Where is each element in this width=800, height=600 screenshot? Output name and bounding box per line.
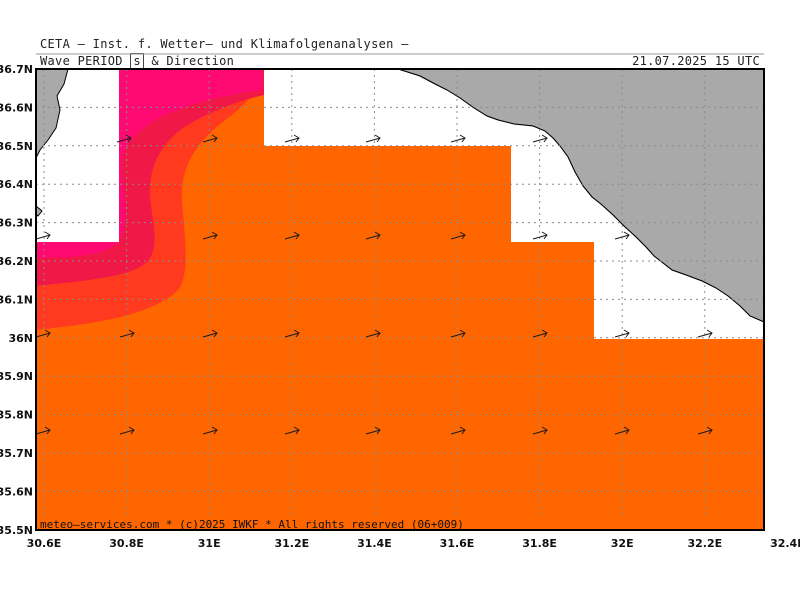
parameter-suffix: & Direction (151, 54, 235, 68)
land-west-islet (36, 205, 43, 217)
unit-box: s (130, 53, 144, 69)
wave-direction-arrow (202, 231, 218, 240)
plot-area (36, 69, 764, 530)
period-crimson-band (36, 69, 264, 286)
wave-direction-arrow (202, 134, 218, 143)
lon-label: 32.4E (770, 537, 800, 550)
wave-direction-arrow (614, 231, 630, 240)
lon-label: 31.6E (440, 537, 475, 550)
wave-direction-arrow (365, 329, 381, 338)
wave-direction-arrow (532, 329, 548, 338)
valid-time: 21.07.2025 15 UTC (632, 54, 760, 68)
wave-direction-arrow (614, 426, 630, 435)
wave-direction-arrow (365, 134, 381, 143)
parameter-title: Wave PERIOD s & Direction (40, 53, 235, 69)
wave-direction-arrow (36, 426, 51, 435)
parameter-prefix: Wave PERIOD (40, 54, 123, 68)
lat-label: 36.4N (0, 178, 33, 191)
wave-direction-arrow (284, 426, 300, 435)
wave-direction-arrow (614, 329, 630, 338)
wave-direction-arrow (116, 134, 132, 143)
wave-direction-arrow (532, 134, 548, 143)
plot-frame (35, 68, 765, 531)
grid-lines (36, 69, 764, 530)
longitude-labels: 30.6E 30.8E 31E 31.2E 31.4E 31.6E 31.8E 32E 32.2… (27, 537, 800, 550)
wave-direction-arrow (450, 329, 466, 338)
wave-direction-arrow (365, 426, 381, 435)
wave-direction-arrow (119, 426, 135, 435)
coastline (397, 69, 764, 323)
wave-direction-arrow (365, 231, 381, 240)
lat-label: 36.3N (0, 217, 33, 230)
wave-direction-arrow (697, 329, 713, 338)
wave-direction-arrow (202, 329, 218, 338)
wave-direction-arrow (202, 426, 218, 435)
lon-label: 32E (611, 537, 634, 550)
lat-label: 35.5N (0, 524, 33, 537)
wave-direction-arrow (119, 329, 135, 338)
lat-label: 35.7N (0, 447, 33, 460)
lon-label: 32.2E (687, 537, 722, 550)
wave-direction-arrow (450, 231, 466, 240)
lat-label: 36.1N (0, 293, 33, 306)
wave-direction-arrow (450, 134, 466, 143)
wave-direction-arrow (532, 231, 548, 240)
institution-title: CETA – Inst. f. Wetter– und Klimafolgena… (40, 37, 409, 51)
lon-label: 31.4E (357, 537, 392, 550)
wave-direction-arrow (697, 426, 713, 435)
lon-label: 30.6E (27, 537, 62, 550)
wave-direction-arrow (284, 134, 300, 143)
footer-band (36, 519, 764, 530)
lon-label: 31.8E (522, 537, 557, 550)
lon-label: 30.8E (109, 537, 144, 550)
lat-label: 35.6N (0, 485, 33, 498)
lat-label: 36.2N (0, 255, 33, 268)
wave-direction-arrow (36, 329, 51, 338)
lat-label: 35.9N (0, 370, 33, 383)
period-magenta-core (36, 69, 262, 258)
copyright-footer: meteo–services.com * (c)2025 IWKF * All … (40, 518, 464, 531)
lat-label: 36N (8, 332, 33, 345)
lat-label: 36.7N (0, 63, 33, 76)
lat-label: 36.5N (0, 140, 33, 153)
wave-direction-arrow (450, 426, 466, 435)
wave-direction-arrow (532, 426, 548, 435)
lat-label: 36.6N (0, 101, 33, 114)
wave-direction-arrow (284, 329, 300, 338)
nodata-north-step (264, 69, 764, 339)
wave-direction-arrow (36, 231, 51, 240)
lat-label: 35.8N (0, 409, 33, 422)
lon-label: 31E (198, 537, 221, 550)
lon-label: 31.2E (274, 537, 309, 550)
wave-direction-arrow (284, 231, 300, 240)
latitude-labels: 36.7N 36.6N 36.5N 36.4N 36.3N 36.2N 36.1N 36N 35… (0, 63, 33, 537)
